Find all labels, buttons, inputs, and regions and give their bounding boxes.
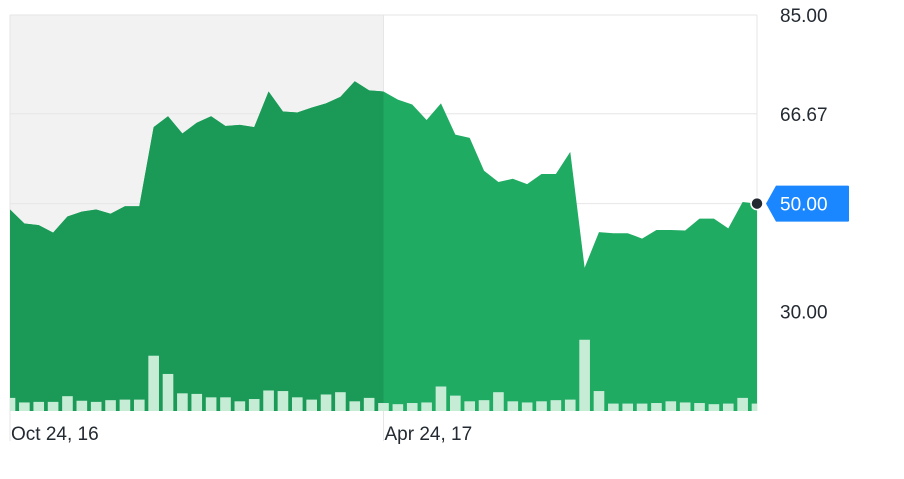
volume-bar: [708, 404, 720, 411]
volume-bar: [349, 401, 361, 411]
volume-bar: [162, 373, 174, 411]
y-tick-label: 66.67: [780, 105, 828, 126]
price-area-layer: [10, 81, 757, 412]
volume-bar: [421, 402, 432, 411]
volume-bar: [306, 399, 317, 411]
volume-bar: [536, 401, 547, 411]
volume-bar: [263, 390, 274, 411]
volume-layer: [10, 339, 757, 411]
volume-bar: [291, 397, 303, 411]
volume-bar: [133, 399, 145, 411]
volume-bar: [234, 401, 246, 411]
current-price-dot: [750, 196, 764, 211]
volume-bar: [737, 397, 748, 411]
volume-bar: [593, 391, 605, 411]
volume-bar: [47, 401, 59, 411]
x-tick-label: Apr 24, 17: [385, 424, 473, 445]
volume-bar: [751, 403, 757, 411]
volume-bar: [622, 403, 634, 411]
volume-bar: [335, 392, 346, 411]
price-area-shaded: [10, 81, 384, 411]
volume-bar: [205, 397, 217, 411]
volume-bar: [550, 400, 562, 411]
current-price-label: 50.00: [780, 195, 828, 216]
volume-bar: [579, 339, 590, 411]
volume-bar: [521, 402, 533, 411]
volume-bar: [435, 386, 447, 411]
volume-bar: [177, 393, 188, 411]
current-price-badge: [766, 185, 849, 222]
volume-bar: [277, 391, 289, 411]
volume-bar: [76, 400, 88, 411]
volume-bar: [33, 401, 45, 411]
axes-layer: 85.00 66.67 30.00 Oct 24, 16 Apr 24, 17: [11, 6, 828, 445]
volume-bar: [62, 396, 73, 411]
current-price-layer: 50.00: [750, 185, 849, 222]
volume-bar: [493, 392, 504, 411]
volume-bar: [378, 403, 389, 411]
volume-bar: [105, 400, 116, 411]
volume-bar: [507, 401, 519, 411]
x-tick-label: Oct 24, 16: [11, 424, 99, 445]
volume-bar: [10, 397, 16, 411]
volume-bar: [320, 394, 332, 411]
volume-bar: [363, 397, 375, 411]
volume-bar: [148, 355, 159, 411]
volume-bar: [119, 399, 131, 411]
volume-bar: [564, 399, 576, 411]
volume-bar: [464, 401, 476, 411]
volume-bar: [679, 402, 691, 411]
volume-bar: [406, 403, 418, 411]
volume-bar: [665, 401, 677, 411]
volume-bar: [392, 404, 404, 411]
volume-bar: [19, 402, 30, 411]
volume-bar: [636, 403, 648, 411]
volume-bar: [722, 403, 734, 411]
volume-bar: [248, 399, 260, 411]
y-tick-label: 30.00: [780, 302, 828, 323]
volume-bar: [450, 395, 461, 411]
volume-bar: [651, 403, 662, 411]
volume-bar: [191, 393, 203, 411]
volume-bar: [220, 397, 231, 411]
volume-bar: [90, 401, 102, 411]
volume-bar: [478, 400, 490, 411]
volume-bar: [608, 403, 619, 411]
y-tick-label: 85.00: [780, 6, 828, 27]
volume-bar: [694, 403, 705, 411]
